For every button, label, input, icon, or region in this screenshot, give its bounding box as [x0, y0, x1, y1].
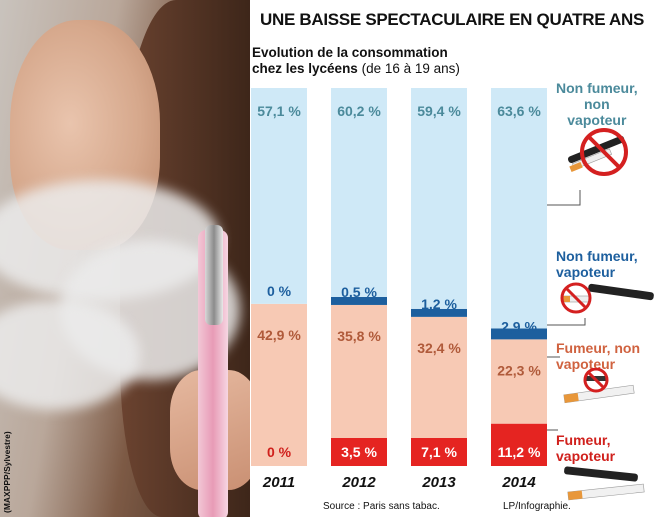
data-label-non-fumeur-vapoteur-2013: 1,2 % — [421, 296, 457, 312]
data-label-fumeur-non-vapoteur-2012: 35,8 % — [337, 328, 381, 344]
data-label-non-fumeur-non-vapoteur-2013: 59,4 % — [417, 103, 461, 119]
source-note: Source : Paris sans tabac. — [323, 501, 440, 512]
bar-segment-fumeur-vapoteur-2014 — [491, 423, 547, 466]
cigarette-crossed-ecig-icon — [563, 368, 635, 404]
data-label-non-fumeur-non-vapoteur-2014: 63,6 % — [497, 103, 541, 119]
chart-title: UNE BAISSE SPECTACULAIRE EN QUATRE ANS — [260, 10, 645, 29]
bar-segment-fumeur-non-vapoteur-2011 — [251, 303, 307, 466]
data-label-non-fumeur-vapoteur-2014: 2,9 % — [501, 318, 537, 334]
legend-line: vapoteur — [556, 356, 616, 372]
legend-line: non — [584, 96, 610, 112]
category-label-2011: 2011 — [262, 474, 295, 491]
bar-segment-fumeur-vapoteur-2013 — [411, 438, 467, 466]
credit-note: LP/Infographie. — [503, 501, 571, 512]
legend-line: vapoteur — [556, 448, 616, 464]
data-label-non-fumeur-non-vapoteur-2012: 60,2 % — [337, 103, 381, 119]
ecig-tank-image — [205, 225, 223, 325]
legend-non-fumeur-vapoteur: Non fumeur, vapoteur — [556, 248, 638, 280]
legend-fumeur-non-vapoteur: Fumeur, non vapoteur — [556, 340, 640, 372]
bar-segment-fumeur-non-vapoteur-2014 — [491, 339, 547, 424]
data-label-fumeur-vapoteur-2014: 11,2 % — [498, 444, 541, 460]
bar-segment-non-fumeur-non-vapoteur-2011 — [251, 88, 307, 304]
subtitle-line2-regular: (de 16 à 19 ans) — [361, 61, 460, 76]
smoker-photo — [0, 0, 250, 517]
chart-subtitle: Evolution de la consommation chez les ly… — [252, 45, 460, 77]
legend-line: Fumeur, — [556, 432, 611, 448]
legend-leader-line — [547, 318, 586, 326]
data-label-fumeur-non-vapoteur-2014: 22,3 % — [497, 362, 541, 378]
data-label-fumeur-non-vapoteur-2011: 42,9 % — [257, 327, 301, 343]
bar-segment-non-fumeur-non-vapoteur-2012 — [331, 88, 387, 297]
bar-segment-non-fumeur-non-vapoteur-2014 — [491, 88, 547, 329]
bar-segment-fumeur-non-vapoteur-2013 — [411, 316, 467, 438]
subtitle-line2-bold: chez les lycéens — [252, 61, 358, 76]
legend-line: Fumeur, non — [556, 340, 640, 356]
bar-segment-fumeur-vapoteur-2012 — [331, 438, 387, 466]
data-label-fumeur-vapoteur-2012: 3,5 % — [341, 444, 377, 460]
legend-non-fumeur-non-vapoteur: Non fumeur, non vapoteur — [556, 80, 638, 128]
data-label-non-fumeur-vapoteur-2012: 0,5 % — [341, 284, 377, 300]
data-label-fumeur-vapoteur-2013: 7,1 % — [421, 444, 457, 460]
category-label-2013: 2013 — [421, 474, 456, 491]
legend-line: vapoteur — [567, 112, 627, 128]
cigarette-and-ecig-icon — [564, 466, 645, 501]
vapor-cloud — [0, 300, 140, 410]
data-label-non-fumeur-vapoteur-2011: 0 % — [267, 283, 292, 299]
category-label-2012: 2012 — [341, 474, 376, 491]
bar-segment-non-fumeur-vapoteur-2014 — [491, 328, 547, 340]
data-label-fumeur-vapoteur-2011: 0 % — [267, 444, 292, 460]
legend-leader-line — [547, 190, 581, 206]
bar-segment-non-fumeur-non-vapoteur-2013 — [411, 88, 467, 309]
legend-fumeur-vapoteur: Fumeur, vapoteur — [556, 432, 615, 464]
legend-line: Non fumeur, — [556, 80, 638, 96]
data-label-fumeur-non-vapoteur-2013: 32,4 % — [417, 340, 461, 356]
bar-segment-non-fumeur-vapoteur-2013 — [411, 308, 467, 317]
bar-segment-non-fumeur-vapoteur-2012 — [331, 296, 387, 305]
legend-line: Non fumeur, — [556, 248, 638, 264]
category-label-2014: 2014 — [501, 474, 536, 491]
bar-segment-fumeur-non-vapoteur-2012 — [331, 304, 387, 438]
legend-line: vapoteur — [556, 264, 616, 280]
subtitle-line1: Evolution de la consommation — [252, 45, 448, 60]
ecig-crossed-cigarette-icon — [560, 282, 654, 314]
crossed-cigarette-and-ecig-icon — [567, 128, 628, 176]
data-label-non-fumeur-non-vapoteur-2011: 57,1 % — [257, 103, 301, 119]
